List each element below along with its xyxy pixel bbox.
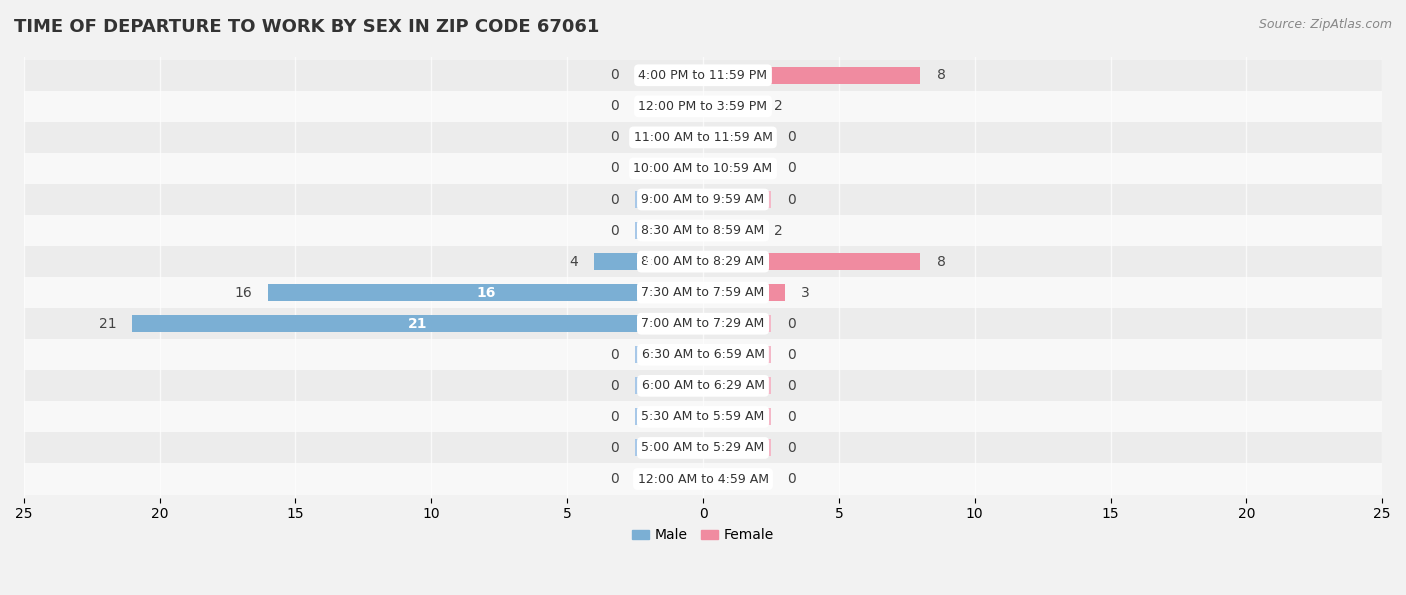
Bar	[703, 98, 758, 115]
Bar	[703, 160, 770, 177]
Text: 0: 0	[610, 99, 619, 113]
FancyBboxPatch shape	[24, 339, 1382, 370]
Text: 0: 0	[787, 472, 796, 486]
Text: 2: 2	[773, 224, 782, 237]
Bar	[636, 160, 703, 177]
Text: 0: 0	[787, 161, 796, 176]
Text: 0: 0	[610, 410, 619, 424]
Bar	[703, 129, 770, 146]
Text: 0: 0	[610, 441, 619, 455]
FancyBboxPatch shape	[24, 91, 1382, 122]
Legend: Male, Female: Male, Female	[627, 523, 779, 548]
FancyBboxPatch shape	[24, 122, 1382, 153]
FancyBboxPatch shape	[24, 433, 1382, 464]
Text: 5:30 AM to 5:59 AM: 5:30 AM to 5:59 AM	[641, 411, 765, 424]
Bar	[636, 408, 703, 425]
Text: 0: 0	[610, 193, 619, 206]
Text: 3: 3	[801, 286, 810, 300]
Text: 0: 0	[610, 224, 619, 237]
Text: 0: 0	[610, 161, 619, 176]
Bar	[703, 377, 770, 394]
Text: 0: 0	[610, 379, 619, 393]
Text: 6:00 AM to 6:29 AM: 6:00 AM to 6:29 AM	[641, 380, 765, 392]
Text: 6:30 AM to 6:59 AM: 6:30 AM to 6:59 AM	[641, 348, 765, 361]
Bar	[636, 471, 703, 487]
Bar	[595, 253, 703, 270]
Text: 0: 0	[787, 379, 796, 393]
Bar	[703, 346, 770, 364]
Text: 0: 0	[787, 410, 796, 424]
FancyBboxPatch shape	[24, 153, 1382, 184]
FancyBboxPatch shape	[24, 308, 1382, 339]
Text: 4: 4	[644, 255, 654, 268]
Text: 0: 0	[787, 441, 796, 455]
Text: 0: 0	[610, 472, 619, 486]
Text: 0: 0	[610, 130, 619, 145]
Bar	[636, 67, 703, 84]
Bar	[636, 129, 703, 146]
Bar	[636, 98, 703, 115]
Bar	[703, 471, 770, 487]
Bar	[636, 439, 703, 456]
Text: 5:00 AM to 5:29 AM: 5:00 AM to 5:29 AM	[641, 441, 765, 455]
Text: 0: 0	[610, 68, 619, 82]
FancyBboxPatch shape	[24, 60, 1382, 91]
Text: 0: 0	[787, 193, 796, 206]
Bar	[636, 191, 703, 208]
Text: 10:00 AM to 10:59 AM: 10:00 AM to 10:59 AM	[634, 162, 772, 175]
Bar	[636, 222, 703, 239]
Bar	[703, 191, 770, 208]
Text: 16: 16	[477, 286, 495, 300]
Bar	[703, 408, 770, 425]
Text: 21: 21	[408, 317, 427, 331]
Bar	[269, 284, 703, 301]
Bar	[703, 253, 921, 270]
Text: 16: 16	[235, 286, 252, 300]
Text: 0: 0	[787, 348, 796, 362]
Text: 2: 2	[773, 99, 782, 113]
Bar	[703, 222, 758, 239]
Text: 0: 0	[787, 317, 796, 331]
Text: 9:00 AM to 9:59 AM: 9:00 AM to 9:59 AM	[641, 193, 765, 206]
Text: 0: 0	[610, 348, 619, 362]
Text: 7:00 AM to 7:29 AM: 7:00 AM to 7:29 AM	[641, 317, 765, 330]
Text: 12:00 AM to 4:59 AM: 12:00 AM to 4:59 AM	[637, 472, 769, 486]
Text: 8:30 AM to 8:59 AM: 8:30 AM to 8:59 AM	[641, 224, 765, 237]
Bar	[636, 377, 703, 394]
Text: 11:00 AM to 11:59 AM: 11:00 AM to 11:59 AM	[634, 131, 772, 144]
Bar	[703, 315, 770, 332]
FancyBboxPatch shape	[24, 246, 1382, 277]
Text: 4: 4	[569, 255, 578, 268]
Bar	[703, 439, 770, 456]
Bar	[703, 284, 785, 301]
Text: 8: 8	[936, 255, 946, 268]
FancyBboxPatch shape	[24, 184, 1382, 215]
Bar	[636, 346, 703, 364]
FancyBboxPatch shape	[24, 277, 1382, 308]
Text: TIME OF DEPARTURE TO WORK BY SEX IN ZIP CODE 67061: TIME OF DEPARTURE TO WORK BY SEX IN ZIP …	[14, 18, 599, 36]
Text: 7:30 AM to 7:59 AM: 7:30 AM to 7:59 AM	[641, 286, 765, 299]
FancyBboxPatch shape	[24, 464, 1382, 494]
Text: 8: 8	[936, 68, 946, 82]
Text: 12:00 PM to 3:59 PM: 12:00 PM to 3:59 PM	[638, 100, 768, 113]
Text: 8:00 AM to 8:29 AM: 8:00 AM to 8:29 AM	[641, 255, 765, 268]
Bar	[703, 67, 921, 84]
Text: Source: ZipAtlas.com: Source: ZipAtlas.com	[1258, 18, 1392, 31]
Text: 0: 0	[787, 130, 796, 145]
Text: 4:00 PM to 11:59 PM: 4:00 PM to 11:59 PM	[638, 69, 768, 82]
Bar	[132, 315, 703, 332]
FancyBboxPatch shape	[24, 402, 1382, 433]
FancyBboxPatch shape	[24, 215, 1382, 246]
FancyBboxPatch shape	[24, 370, 1382, 402]
Text: 21: 21	[98, 317, 117, 331]
